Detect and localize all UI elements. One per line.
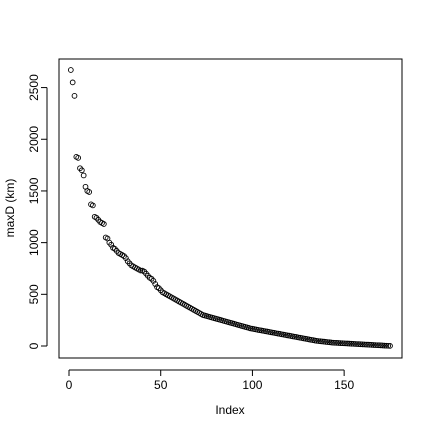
- y-axis-label: maxD (km): [3, 179, 17, 238]
- data-point: [385, 342, 392, 349]
- data-point: [78, 167, 85, 174]
- data-point: [346, 340, 353, 347]
- data-point: [315, 338, 322, 344]
- data-point: [328, 339, 335, 346]
- data-point: [80, 172, 87, 179]
- y-tick-label: 1000: [27, 229, 41, 256]
- data-point: [67, 67, 74, 73]
- data-point: [71, 92, 78, 99]
- data-point: [152, 281, 159, 287]
- data-point: [361, 341, 368, 348]
- data-point: [344, 340, 351, 347]
- data-point: [324, 339, 331, 345]
- points-layer: [67, 67, 393, 349]
- data-point: [354, 341, 360, 347]
- data-point: [322, 339, 329, 345]
- data-point: [332, 339, 338, 346]
- y-tick-label: 500: [27, 284, 41, 304]
- data-point: [343, 340, 349, 347]
- data-point: [348, 340, 355, 347]
- data-point: [86, 189, 93, 195]
- x-tick-label: 0: [66, 378, 73, 392]
- data-point: [137, 267, 144, 274]
- data-point: [335, 340, 342, 346]
- data-point: [355, 341, 362, 347]
- data-point: [383, 342, 390, 349]
- data-point: [359, 341, 366, 348]
- x-axis-label: Index: [215, 403, 244, 417]
- data-point: [372, 342, 379, 348]
- data-point: [381, 342, 388, 349]
- data-point: [363, 341, 370, 348]
- data-point: [313, 337, 320, 344]
- data-point: [75, 155, 82, 161]
- data-point: [89, 202, 96, 209]
- data-point: [326, 339, 333, 346]
- y-tick-label: 0: [27, 342, 41, 349]
- y-tick-label: 2000: [27, 126, 41, 153]
- x-axis: 0 50 100 150: [66, 369, 354, 392]
- data-point: [365, 341, 371, 348]
- data-point: [368, 342, 375, 348]
- data-point: [100, 221, 107, 227]
- data-point: [357, 341, 364, 348]
- data-point: [330, 339, 336, 346]
- data-point: [366, 341, 373, 348]
- data-point: [69, 79, 76, 86]
- data-point: [319, 338, 325, 345]
- y-tick-label: 1500: [27, 177, 41, 204]
- data-point: [341, 340, 347, 347]
- data-point: [123, 255, 129, 261]
- plot-area-frame: [58, 58, 403, 359]
- data-point: [321, 338, 327, 345]
- data-point: [376, 342, 382, 349]
- data-point: [337, 340, 344, 346]
- data-point: [379, 342, 386, 349]
- data-point: [150, 278, 157, 284]
- data-point: [333, 340, 340, 346]
- data-point: [370, 342, 377, 348]
- y-tick-label: 2500: [27, 74, 41, 101]
- data-point: [387, 343, 393, 349]
- data-point: [108, 241, 115, 248]
- data-point: [350, 340, 357, 347]
- data-point: [339, 340, 346, 347]
- data-point: [317, 338, 324, 345]
- x-tick-label: 50: [154, 378, 168, 392]
- data-point: [374, 342, 381, 349]
- y-axis: 0 500 1000 1500 2000 2500: [27, 74, 48, 349]
- x-tick-label: 100: [242, 378, 262, 392]
- x-tick-label: 150: [334, 378, 354, 392]
- data-point: [352, 341, 359, 347]
- data-point: [377, 342, 384, 349]
